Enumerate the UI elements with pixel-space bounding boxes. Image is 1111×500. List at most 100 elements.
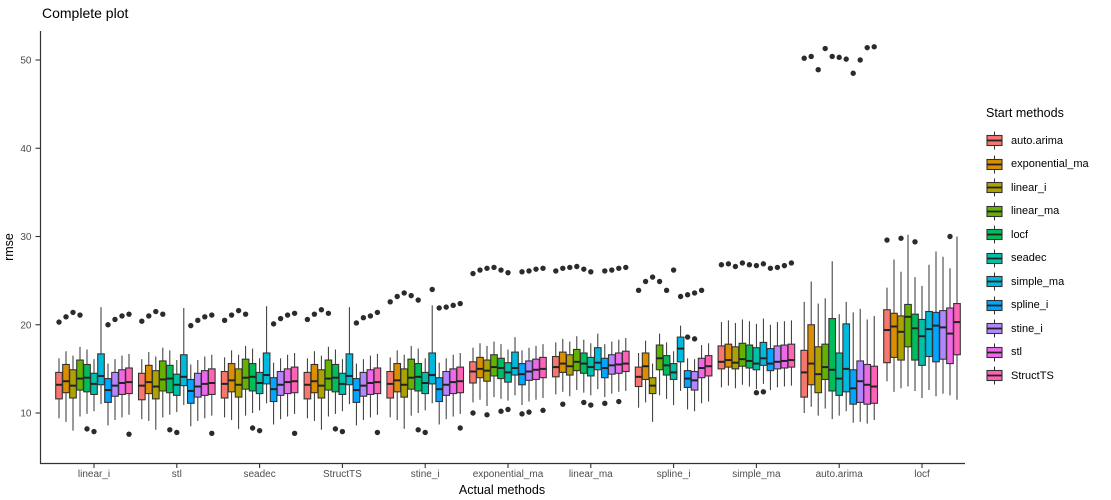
- box-simple_ma-StructTS: [787, 343, 796, 368]
- legend-item-label: linear_i: [1011, 181, 1047, 194]
- legend-item-label: spline_i: [1011, 299, 1049, 312]
- box-simple_ma-seadec: [752, 347, 761, 371]
- outlier-point: [505, 406, 511, 413]
- outlier-point: [850, 70, 856, 76]
- box-linear_ma-linear_ma: [572, 348, 581, 372]
- outlier-point: [588, 269, 594, 275]
- outlier-point: [567, 264, 573, 271]
- outlier-point: [602, 268, 608, 274]
- box-stine_i-linear_ma: [407, 358, 416, 390]
- outlier-point: [174, 429, 180, 436]
- outlier-point: [581, 399, 587, 406]
- x-tick-label: stine_i: [411, 469, 440, 480]
- outlier-point: [415, 297, 421, 303]
- outlier-point: [581, 266, 587, 272]
- legend-key-boxplot-icon: [986, 366, 1003, 385]
- outlier-point: [70, 309, 76, 316]
- outlier-point: [649, 274, 656, 280]
- outlier-point: [256, 427, 263, 434]
- legend-key-boxplot-icon: [986, 155, 1003, 174]
- x-tick-label: linear_ma: [569, 469, 613, 480]
- outlier-point: [394, 293, 400, 300]
- outlier-point: [616, 265, 622, 271]
- box-simple_ma-linear_ma: [738, 342, 747, 367]
- outlier-point: [470, 410, 476, 416]
- outlier-point: [167, 427, 173, 433]
- box-linear_i-StructTS: [125, 367, 133, 395]
- outlier-point: [822, 45, 828, 52]
- outlier-point: [160, 311, 166, 317]
- outlier-point: [774, 264, 781, 271]
- outlier-point: [602, 400, 608, 406]
- outlier-point: [560, 401, 566, 407]
- box-auto.arima-simple_ma: [842, 323, 851, 393]
- outlier-point: [857, 57, 863, 63]
- outlier-point: [553, 268, 559, 274]
- outlier-point: [684, 334, 691, 340]
- outlier-point: [325, 310, 332, 316]
- box-linear_ma-stl: [614, 352, 623, 374]
- outlier-point: [808, 53, 814, 60]
- box-auto.arima-auto.arima: [800, 349, 809, 398]
- box-locf-stl: [946, 307, 954, 365]
- outlier-point: [519, 411, 525, 417]
- x-tick-label: simple_ma: [732, 469, 781, 480]
- legend-items: auto.arima exponential_ma linear_i linear_m…: [986, 129, 1089, 388]
- outlier-point: [477, 267, 483, 273]
- outlier-point: [422, 429, 428, 436]
- x-tick-label: locf: [914, 469, 930, 480]
- outlier-point: [519, 269, 525, 275]
- box-linear_ma-linear_i: [565, 354, 574, 376]
- outlier-point: [484, 265, 490, 271]
- legend-item-spline_i: spline_i: [986, 294, 1089, 318]
- box-locf-seadec: [918, 318, 926, 366]
- outlier-point: [401, 290, 407, 296]
- legend-item-linear_i: linear_i: [986, 176, 1089, 200]
- outlier-point: [616, 398, 622, 405]
- outlier-point: [533, 266, 539, 272]
- box-auto.arima-locf: [828, 318, 837, 392]
- legend-key-boxplot-icon: [986, 272, 1003, 291]
- chart-title: Complete plot: [42, 5, 129, 21]
- x-tick-label: StructTS: [323, 469, 362, 480]
- box-exponential_ma-StructTS: [539, 356, 547, 379]
- box-locf-simple_ma: [925, 310, 933, 358]
- box-auto.arima-seadec: [835, 352, 844, 396]
- box-simple_ma-stl: [780, 344, 789, 369]
- outlier-point: [540, 265, 546, 271]
- outlier-point: [139, 318, 145, 324]
- outlier-point: [112, 316, 118, 323]
- outlier-point: [249, 425, 256, 431]
- outlier-point: [436, 305, 442, 311]
- legend-item-label: locf: [1011, 228, 1029, 241]
- outlier-point: [677, 293, 684, 300]
- box-stine_i-StructTS: [456, 366, 465, 394]
- box-StructTS-exponential_ma: [310, 363, 319, 394]
- outlier-point: [691, 336, 698, 342]
- box-linear_i-stine_i: [111, 371, 119, 397]
- x-tick-label: stl: [172, 469, 182, 480]
- outlier-point: [815, 67, 821, 73]
- legend-key-boxplot-icon: [986, 202, 1003, 221]
- box-linear_ma-exponential_ma: [558, 351, 567, 373]
- outlier-point: [77, 312, 83, 318]
- outlier-point: [760, 389, 767, 395]
- outlier-point: [450, 302, 456, 309]
- outlier-point: [339, 428, 346, 435]
- legend-key-boxplot-icon: [986, 131, 1003, 150]
- outlier-point: [291, 310, 298, 316]
- box-StructTS-simple_ma: [345, 353, 354, 386]
- legend-title: Start methods: [986, 106, 1064, 120]
- box-seadec-exponential_ma: [227, 363, 236, 393]
- box-seadec-StructTS: [290, 366, 299, 394]
- outlier-point: [698, 287, 705, 294]
- outlier-point: [746, 262, 753, 268]
- outlier-point: [505, 269, 511, 276]
- outlier-point: [739, 260, 746, 266]
- outlier-point: [146, 313, 152, 319]
- box-locf-exponential_ma: [890, 312, 898, 358]
- legend-item-label: seadec: [1011, 252, 1047, 265]
- legend-key-boxplot-icon: [986, 296, 1003, 315]
- outlier-point: [415, 427, 421, 433]
- legend-item-simple_ma: simple_ma: [986, 270, 1089, 294]
